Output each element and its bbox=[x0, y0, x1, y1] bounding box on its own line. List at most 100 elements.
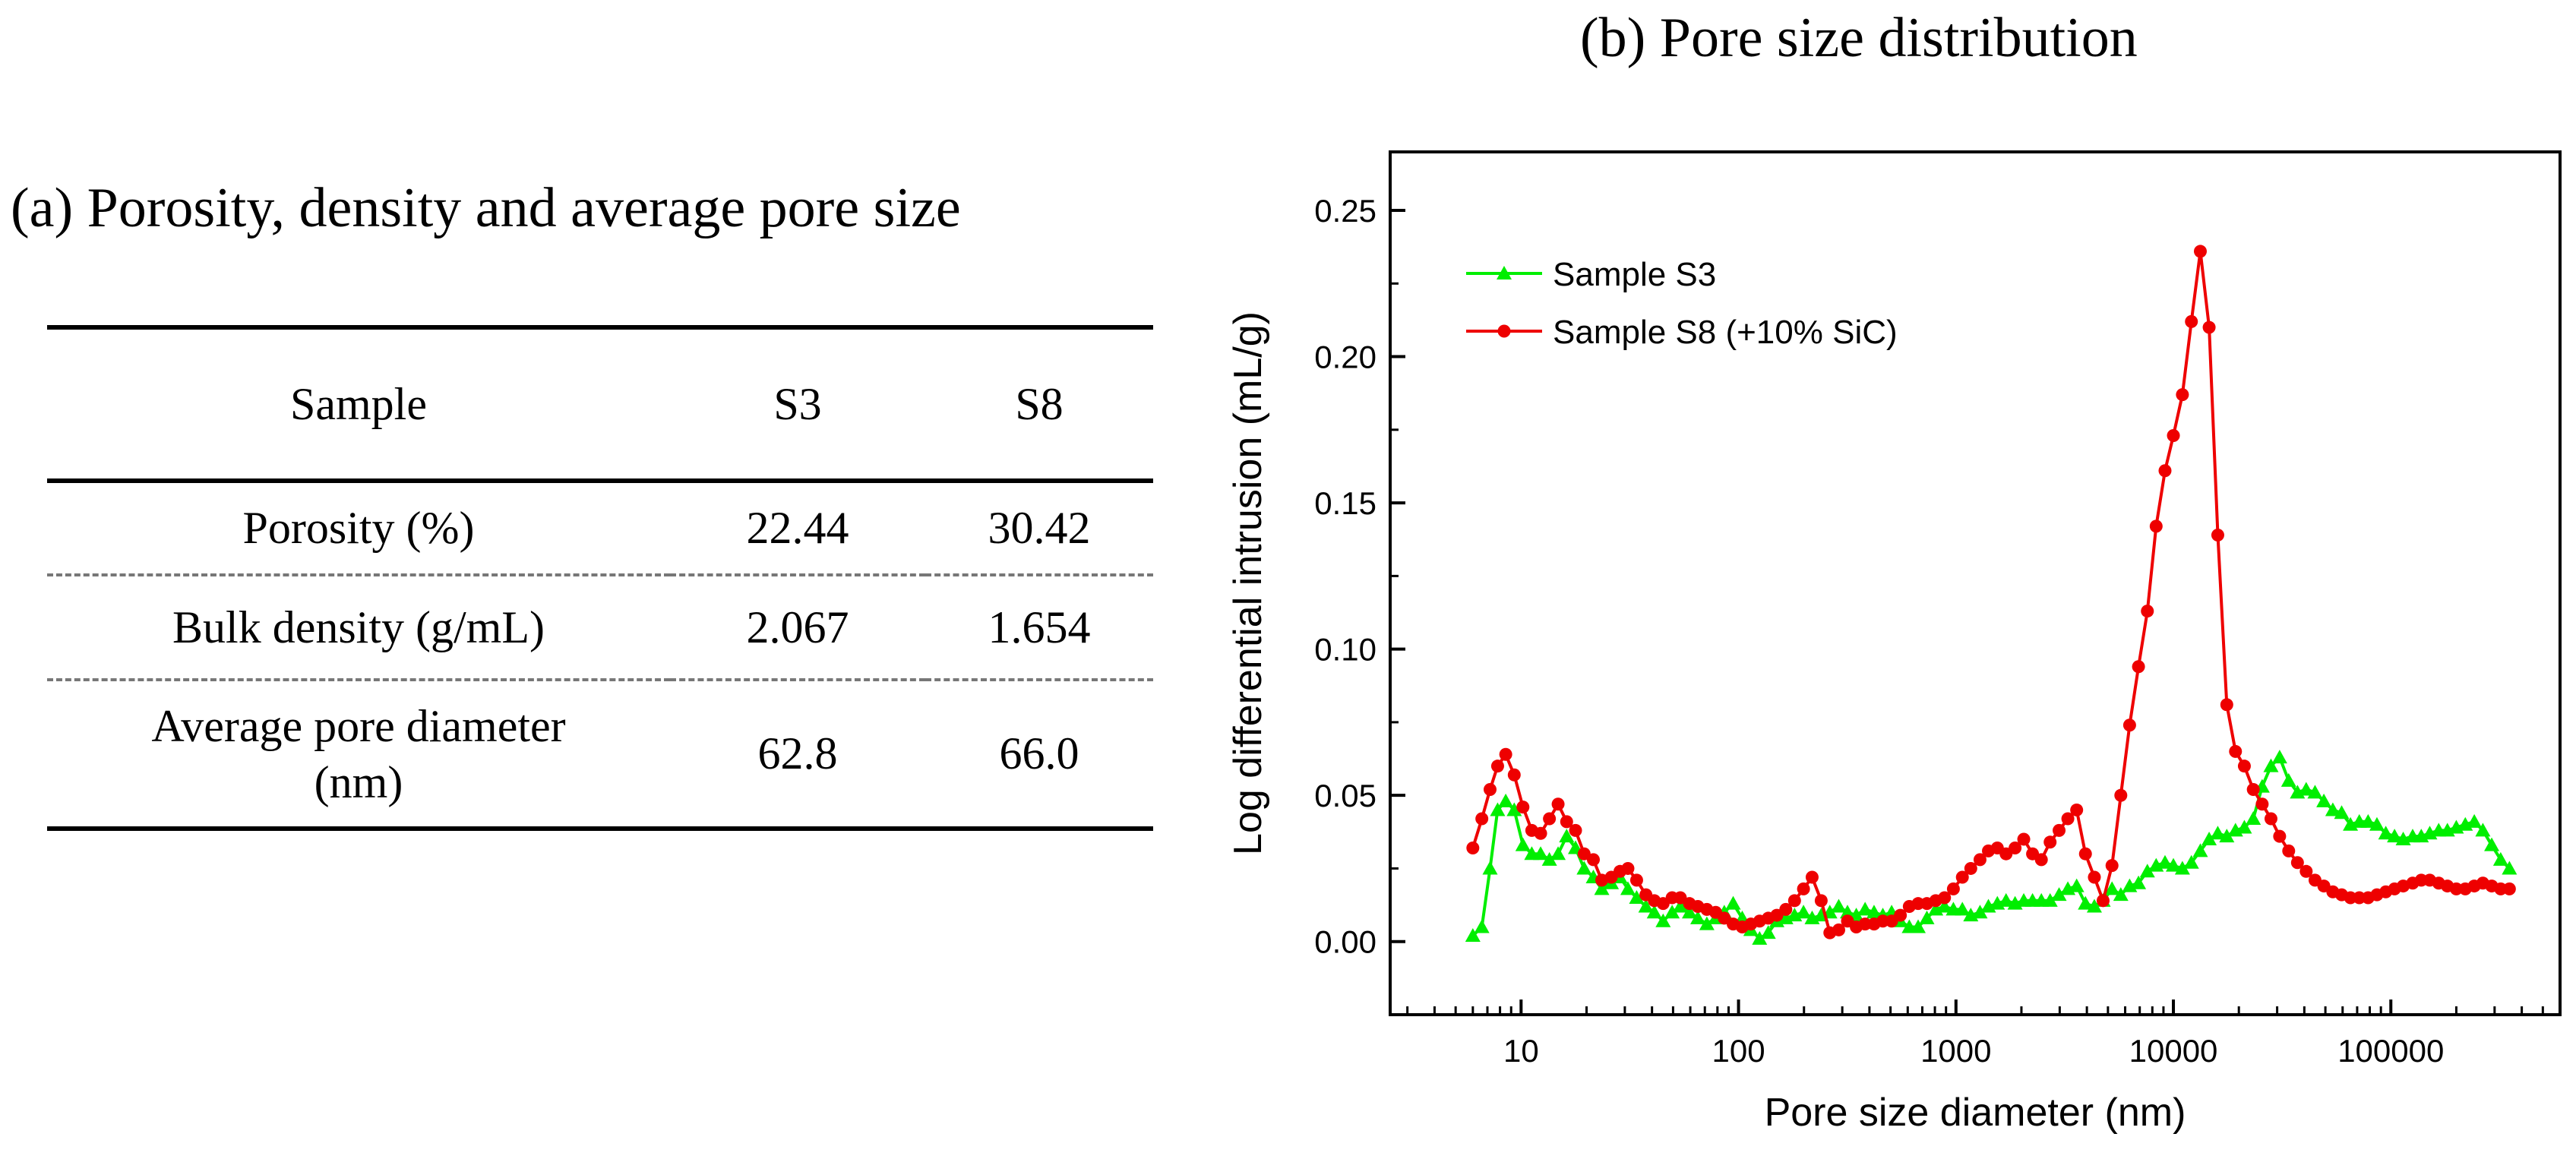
data-point bbox=[1797, 882, 1810, 895]
row-label-line1: Average pore diameter bbox=[151, 700, 566, 751]
data-point bbox=[2069, 878, 2085, 892]
data-point bbox=[1936, 898, 1952, 913]
data-point bbox=[2192, 843, 2208, 857]
x-tick-label: 100 bbox=[1712, 1033, 1765, 1069]
data-point bbox=[2132, 660, 2145, 674]
data-point bbox=[2157, 854, 2173, 869]
data-point bbox=[1507, 768, 1521, 782]
legend-marker bbox=[1497, 266, 1512, 279]
x-tick-label: 100000 bbox=[2337, 1033, 2444, 1069]
data-point bbox=[1533, 846, 1549, 861]
data-point bbox=[2246, 782, 2260, 796]
data-point bbox=[2325, 802, 2341, 816]
data-point bbox=[1972, 905, 1988, 919]
data-point bbox=[1629, 873, 1643, 887]
legend-marker bbox=[1497, 324, 1511, 338]
data-point bbox=[1858, 917, 1872, 931]
data-point bbox=[1551, 797, 1565, 811]
header-s3: S3 bbox=[773, 378, 822, 429]
data-point bbox=[2237, 760, 2251, 773]
data-point bbox=[1664, 905, 1680, 919]
data-point bbox=[1577, 847, 1591, 861]
data-point bbox=[2299, 864, 2313, 878]
x-tick-label: 1000 bbox=[1920, 1033, 1991, 1069]
legend: Sample S3 Sample S8 (+10% SiC) bbox=[1466, 256, 1898, 351]
data-point bbox=[2263, 758, 2279, 772]
data-point bbox=[2141, 605, 2154, 618]
data-point bbox=[2070, 803, 2084, 816]
data-point bbox=[2369, 816, 2385, 831]
data-point bbox=[2114, 788, 2128, 802]
data-point bbox=[2053, 823, 2066, 837]
data-point bbox=[2183, 854, 2199, 869]
data-point bbox=[2174, 861, 2190, 875]
data-point bbox=[1474, 919, 1490, 933]
legend-label: Sample S8 (+10% SiC) bbox=[1553, 314, 1898, 351]
cell-s3: 62.8 bbox=[757, 728, 838, 778]
panel-a-title: (a) Porosity, density and average pore s… bbox=[11, 177, 961, 239]
data-point bbox=[1586, 853, 1600, 867]
data-point bbox=[1490, 760, 1504, 773]
legend-label: Sample S3 bbox=[1553, 256, 1716, 293]
data-point bbox=[1516, 801, 1530, 814]
plot-frame bbox=[1389, 150, 2562, 1016]
y-tick-label: 0.20 bbox=[1314, 339, 1377, 375]
data-point bbox=[2149, 519, 2163, 533]
data-point bbox=[2236, 820, 2252, 834]
data-point bbox=[2316, 793, 2332, 807]
data-point bbox=[1550, 846, 1566, 861]
data-point bbox=[2484, 837, 2500, 851]
data-point bbox=[2104, 881, 2120, 895]
data-point bbox=[2307, 785, 2323, 799]
data-point bbox=[2298, 782, 2314, 796]
data-point bbox=[2280, 772, 2296, 787]
data-point bbox=[2449, 882, 2463, 895]
data-point bbox=[1559, 829, 1575, 843]
data-point bbox=[1760, 925, 1776, 940]
table-row: Porosity (%) 22.44 30.42 bbox=[47, 481, 1153, 575]
y-tick-label: 0.25 bbox=[1314, 193, 1377, 229]
data-point bbox=[1831, 898, 1847, 913]
data-point bbox=[1866, 905, 1882, 919]
data-point bbox=[1560, 815, 1573, 829]
data-point bbox=[1620, 881, 1636, 895]
data-point bbox=[1832, 923, 1845, 936]
data-point bbox=[1594, 881, 1610, 895]
data-point bbox=[2061, 812, 2075, 826]
data-point bbox=[1946, 882, 1960, 895]
data-point bbox=[2166, 857, 2182, 872]
data-point bbox=[2017, 832, 2031, 846]
data-point bbox=[1682, 905, 1698, 919]
data-point bbox=[2176, 388, 2189, 402]
data-point bbox=[2219, 829, 2235, 843]
header-sample: Sample bbox=[290, 378, 427, 429]
data-point bbox=[1690, 910, 1706, 924]
data-point bbox=[1938, 891, 1952, 905]
data-point bbox=[1752, 930, 1768, 945]
data-point bbox=[2139, 864, 2155, 878]
cell-s8: 66.0 bbox=[999, 728, 1079, 778]
data-point bbox=[1534, 826, 1547, 840]
table-row: Bulk density (g/mL) 2.067 1.654 bbox=[47, 575, 1153, 680]
data-point bbox=[2042, 892, 2058, 907]
x-tick-label: 10000 bbox=[2129, 1033, 2218, 1069]
y-axis-title: Log differential intrusion (mL/g) bbox=[1226, 311, 1270, 855]
data-point bbox=[2113, 887, 2129, 902]
data-point bbox=[1857, 902, 1873, 916]
data-point bbox=[1814, 894, 1828, 908]
data-point bbox=[1543, 812, 1557, 826]
data-point bbox=[1621, 861, 1635, 875]
data-point bbox=[1655, 913, 1671, 927]
data-point bbox=[1629, 889, 1645, 904]
data-point bbox=[2167, 429, 2180, 443]
axis-ticks: 0.00 0.05 0.10 0.15 0.20 0.25 10 100 1000 10000 10… bbox=[1314, 193, 2562, 1069]
x-tick-label: 10 bbox=[1503, 1033, 1539, 1069]
data-point bbox=[1465, 928, 1481, 943]
data-point bbox=[1515, 837, 1531, 851]
data-point bbox=[2202, 321, 2216, 334]
data-point bbox=[2088, 870, 2101, 884]
data-point bbox=[1483, 782, 1497, 796]
data-point bbox=[1475, 812, 1489, 826]
data-point bbox=[1569, 823, 1582, 837]
data-point bbox=[2131, 875, 2147, 889]
